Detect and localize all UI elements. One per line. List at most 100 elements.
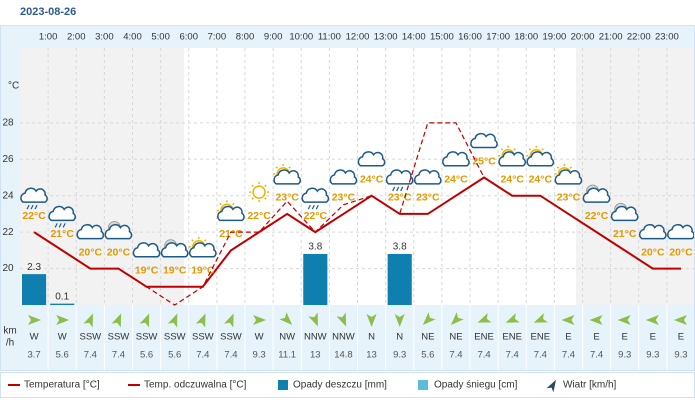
precip-label: 3.8 [308, 242, 322, 253]
wind-arrow [533, 313, 548, 323]
sun [252, 185, 266, 199]
sun-ray [528, 148, 532, 151]
hour-label: 3:00 [95, 32, 114, 43]
wind-arrow [617, 315, 631, 325]
cloud [442, 151, 470, 167]
night-shade [20, 48, 184, 305]
cloud [273, 169, 301, 185]
wind-arrow [645, 315, 659, 325]
cloud [470, 132, 498, 149]
temperature-label: 23°C [557, 192, 581, 204]
weather-icon [160, 239, 189, 258]
wind-arrow [83, 313, 93, 328]
wind-speed: 9.3 [393, 350, 406, 361]
wind-direction: SSW [136, 332, 158, 343]
weather-icon [667, 224, 695, 240]
wind-speed: 7.4 [562, 350, 575, 361]
rain-drop [400, 186, 404, 192]
legend-swatch [278, 380, 288, 390]
precip-label: 3.8 [393, 242, 407, 253]
hour-label: 12:00 [346, 32, 370, 43]
temperature-label: 24°C [444, 173, 468, 185]
wind-direction: NE [421, 332, 434, 343]
legend-label: Temp. odczuwalna [°C] [144, 380, 247, 391]
weather-icon [216, 200, 245, 222]
cloud [217, 205, 245, 222]
temperature-label: 25°C [472, 155, 496, 167]
wind-speed: 3.7 [27, 350, 40, 361]
precip-bar [387, 254, 412, 305]
hour-label: 4:00 [123, 32, 142, 43]
wind-speed: 7.4 [477, 350, 490, 361]
rain-drop [311, 204, 315, 210]
wind-direction: N [368, 332, 375, 343]
y-tick-label: 22 [2, 227, 14, 238]
hour-label: 5:00 [151, 32, 170, 43]
weather-icon [498, 145, 526, 167]
temperature-label: 23°C [416, 192, 440, 204]
weather-icon [413, 169, 442, 185]
precip-label: 2.3 [27, 262, 41, 273]
wind-speed: 9.3 [674, 350, 687, 361]
rain-drop [58, 223, 62, 228]
sun-ray [556, 166, 560, 169]
wind-speed: 14.8 [334, 350, 353, 361]
temperature-label: 20°C [641, 246, 665, 258]
hour-label: 19:00 [542, 32, 566, 43]
sun-ray [569, 166, 573, 169]
precip-bar [22, 274, 47, 305]
wind-speed: 11.1 [278, 350, 296, 361]
cloud [301, 187, 330, 203]
temperature-label: 21°C [219, 228, 243, 240]
wind-direction: ENE [502, 332, 522, 343]
weather-icon [329, 169, 358, 185]
cloud [160, 242, 189, 258]
temperature-label: 23°C [332, 192, 356, 204]
hour-label: 17:00 [486, 32, 510, 43]
wind-direction: SSW [108, 332, 130, 343]
hour-label: 16:00 [458, 32, 482, 43]
temperature-label: 20°C [79, 246, 103, 258]
wind-direction: NE [449, 332, 462, 343]
rain-drop [315, 204, 319, 210]
wind-arrow [422, 312, 436, 325]
wind-speed: 5.6 [168, 350, 181, 361]
rain-drop [34, 204, 38, 210]
cloud [329, 169, 358, 185]
temperature-label: 19°C [163, 265, 187, 277]
weather-icon [638, 224, 667, 240]
wind-direction: E [565, 332, 571, 343]
wind-direction: W [255, 332, 264, 343]
wind-speed: 13 [310, 350, 321, 361]
wind-direction: SSW [79, 332, 101, 343]
wind-direction: SSW [192, 332, 214, 343]
legend-label: Temperatura [°C] [24, 380, 100, 391]
wind-arrow [253, 315, 267, 325]
wind-direction: W [30, 332, 39, 343]
wind-arrow [477, 313, 492, 323]
wind-speed: 7.4 [506, 350, 519, 361]
chart-title: 2023-08-26 [20, 6, 76, 18]
cloud [554, 169, 583, 185]
wind-arrow [561, 315, 575, 325]
cloud [526, 151, 555, 167]
wind-arrow [505, 313, 520, 323]
legend: Temperatura [°C] Temp. odczuwalna [°C] O… [8, 380, 617, 393]
temperature-label: 24°C [500, 173, 524, 185]
temperature-label: 22°C [585, 210, 609, 222]
wind-arrow [167, 313, 178, 328]
sun-ray [251, 197, 254, 200]
wind-speed: 7.4 [590, 350, 603, 361]
cloud [385, 169, 414, 185]
wind-speed: 7.4 [112, 350, 125, 361]
rain-drop [392, 186, 396, 192]
hour-label: 11:00 [318, 32, 341, 43]
temperature-label: 24°C [360, 173, 384, 185]
rain-drop [396, 186, 400, 192]
wind-direction: NNW [332, 332, 355, 343]
cloud [498, 151, 526, 167]
night-shade [576, 48, 695, 305]
sun-ray [264, 184, 267, 188]
rain-drop [307, 204, 311, 210]
